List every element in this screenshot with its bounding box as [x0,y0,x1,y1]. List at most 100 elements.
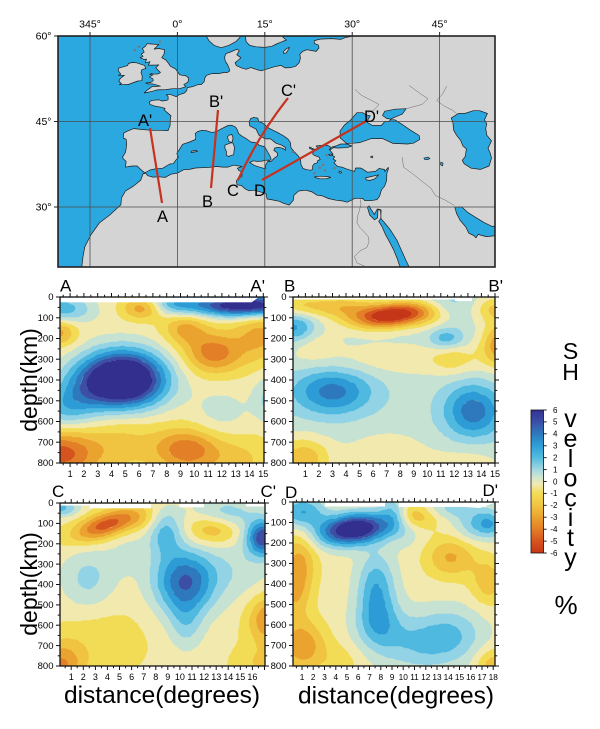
svg-text:depth(km): depth(km) [16,328,42,432]
svg-text:12: 12 [217,469,227,479]
svg-text:13: 13 [463,469,473,479]
svg-text:depth(km): depth(km) [16,532,42,636]
svg-text:200: 200 [271,334,287,345]
svg-text:3: 3 [93,672,98,682]
svg-text:D: D [254,182,266,200]
svg-text:t: t [567,524,574,552]
svg-text:1: 1 [69,672,74,682]
svg-text:600: 600 [271,417,287,428]
svg-text:D': D' [482,481,498,500]
svg-text:7: 7 [367,672,372,682]
svg-text:6: 6 [371,469,376,479]
svg-text:2: 2 [81,672,86,682]
svg-text:0: 0 [553,477,558,486]
svg-text:9: 9 [165,672,170,682]
svg-text:c: c [564,484,577,512]
svg-text:8: 8 [378,672,383,682]
svg-text:11: 11 [187,672,196,682]
svg-text:500: 500 [38,396,54,407]
svg-text:14: 14 [476,469,486,479]
svg-text:A: A [60,277,72,296]
svg-text:4: 4 [343,469,348,479]
svg-text:H: H [562,359,579,385]
svg-text:600: 600 [38,417,54,428]
svg-text:15: 15 [235,672,245,682]
svg-text:8: 8 [398,469,403,479]
svg-text:45°: 45° [36,116,52,128]
svg-text:600: 600 [271,620,287,631]
svg-text:300: 300 [38,354,54,365]
svg-text:D: D [285,483,297,502]
svg-text:0: 0 [281,497,286,508]
svg-text:v: v [564,405,577,433]
svg-text:700: 700 [271,641,287,652]
svg-text:5: 5 [345,672,350,682]
svg-text:500: 500 [38,600,54,611]
svg-text:400: 400 [38,375,54,386]
svg-text:7: 7 [141,672,146,682]
svg-text:1: 1 [68,469,73,479]
svg-text:0°: 0° [172,19,182,31]
svg-text:18: 18 [489,672,499,682]
svg-text:C: C [52,482,64,501]
svg-text:14: 14 [244,469,254,479]
svg-text:300: 300 [271,559,287,570]
svg-text:1: 1 [303,469,308,479]
svg-text:10: 10 [399,672,409,682]
svg-text:14: 14 [223,672,233,682]
svg-text:200: 200 [38,539,54,550]
svg-text:700: 700 [38,641,54,652]
svg-text:15: 15 [490,469,500,479]
svg-text:9: 9 [178,469,183,479]
svg-text:C': C' [260,482,276,501]
svg-text:15: 15 [455,672,465,682]
svg-text:200: 200 [38,334,54,345]
svg-text:1: 1 [553,465,558,474]
svg-text:5: 5 [123,469,128,479]
svg-text:16: 16 [247,672,257,682]
svg-text:100: 100 [271,313,287,324]
svg-text:4: 4 [553,430,558,439]
svg-text:700: 700 [38,437,54,448]
svg-text:7: 7 [384,469,389,479]
svg-text:A: A [157,208,168,226]
svg-text:-5: -5 [550,537,558,546]
svg-text:15: 15 [258,469,268,479]
svg-text:200: 200 [271,538,287,549]
svg-text:12: 12 [449,469,459,479]
svg-text:D': D' [364,108,379,126]
svg-text:y: y [564,544,577,572]
svg-text:30°: 30° [344,19,360,31]
svg-text:A': A' [138,112,152,130]
svg-text:0: 0 [48,498,53,509]
svg-text:-1: -1 [550,489,558,498]
svg-text:16: 16 [466,672,476,682]
svg-text:100: 100 [271,518,287,529]
svg-text:7: 7 [150,469,155,479]
svg-text:300: 300 [38,559,54,570]
svg-text:15°: 15° [257,19,273,31]
svg-text:100: 100 [38,313,54,324]
svg-text:10: 10 [175,672,185,682]
svg-text:45°: 45° [432,19,448,31]
svg-text:13: 13 [231,469,241,479]
svg-text:500: 500 [271,396,287,407]
svg-text:12: 12 [199,672,209,682]
svg-text:3: 3 [330,469,335,479]
svg-text:60°: 60° [36,31,52,43]
svg-text:distance(degrees): distance(degrees) [64,682,260,709]
svg-text:2: 2 [553,454,558,463]
svg-text:600: 600 [38,621,54,632]
svg-text:5: 5 [117,672,122,682]
svg-text:700: 700 [271,437,287,448]
svg-text:o: o [564,465,578,493]
svg-text:30°: 30° [36,202,52,214]
svg-text:4: 4 [105,672,110,682]
svg-text:800: 800 [271,661,287,672]
svg-text:%: % [554,590,577,620]
svg-text:B': B' [488,277,503,296]
svg-text:14: 14 [444,672,454,682]
svg-text:-6: -6 [550,549,558,558]
svg-text:6: 6 [129,672,134,682]
svg-text:800: 800 [271,458,287,469]
